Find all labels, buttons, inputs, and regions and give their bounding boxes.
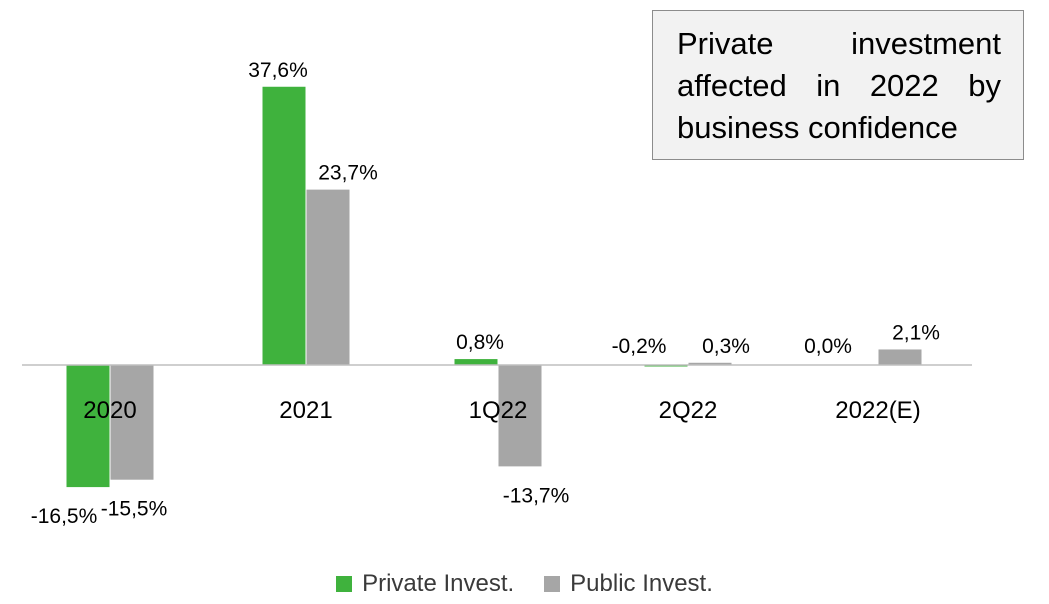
legend-swatch-public [544,576,561,592]
category-label-3: 2Q22 [659,397,718,424]
bar-public-2020 [110,365,154,480]
value-label-private-3: -0,2% [612,335,667,358]
value-label-public-1: 23,7% [318,162,378,185]
callout-box: Private investment affected in 2022 by b… [652,10,1024,160]
callout-text: Private investment affected in 2022 by b… [677,26,1001,145]
value-label-public-2: -13,7% [503,484,570,507]
legend-swatch-private [336,576,353,592]
bar-public-2022-e [878,349,922,365]
bar-public-2q22 [688,362,732,365]
value-labels-group: -16,5% 37,6% 0,8% -0,2% 0,0% -15,5% 23,7% -13,7… [31,59,940,528]
legend-item-public: Public Invest. [544,570,713,598]
category-labels-group: 2020 2021 1Q22 2Q22 2022(E) [83,397,920,424]
value-label-private-0: -16,5% [31,505,98,528]
category-label-0: 2020 [83,397,136,424]
bar-private-1q22 [454,359,498,365]
legend: Private Invest. Public Invest. [0,570,1049,598]
value-label-public-0: -15,5% [101,498,168,521]
legend-label-private: Private Invest. [362,570,515,597]
value-label-private-4: 0,0% [804,335,852,358]
value-label-public-4: 2,1% [892,321,940,344]
legend-item-private: Private Invest. [336,570,514,598]
legend-label-public: Public Invest. [570,570,713,597]
bar-public-2021 [306,189,350,365]
bar-private-2021 [262,86,306,365]
value-label-private-2: 0,8% [456,331,504,354]
category-label-2: 1Q22 [469,397,528,424]
value-label-private-1: 37,6% [248,59,308,82]
value-label-public-3: 0,3% [702,335,750,358]
bar-private-2020 [66,365,110,488]
bars-group [66,86,922,488]
category-label-4: 2022(E) [835,397,920,424]
category-label-1: 2021 [279,397,332,424]
bar-public-1q22 [498,365,542,467]
